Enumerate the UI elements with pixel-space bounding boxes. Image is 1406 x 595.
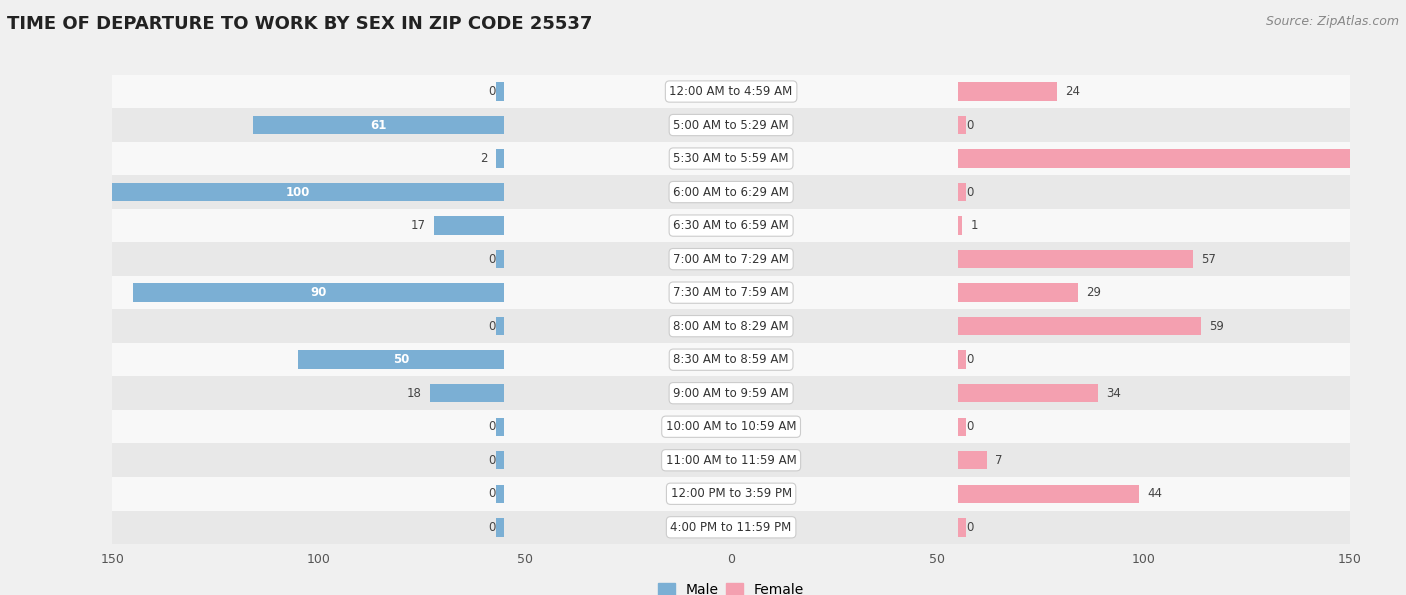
Bar [112,75,1350,108]
Bar [957,283,1077,302]
Text: 44: 44 [1147,487,1163,500]
Bar [957,350,966,369]
Bar [496,317,505,336]
Bar [496,149,505,168]
Bar [112,242,1350,276]
Text: 7: 7 [995,454,1002,466]
Text: 0: 0 [966,521,973,534]
Text: 5:00 AM to 5:29 AM: 5:00 AM to 5:29 AM [673,118,789,131]
Text: 18: 18 [406,387,422,400]
Text: 0: 0 [489,487,496,500]
Text: 0: 0 [489,420,496,433]
Bar [957,418,966,436]
Text: 0: 0 [489,454,496,466]
Text: 7:00 AM to 7:29 AM: 7:00 AM to 7:29 AM [673,253,789,265]
Text: 2: 2 [481,152,488,165]
Bar [957,384,1098,402]
Text: 8:30 AM to 8:59 AM: 8:30 AM to 8:59 AM [673,353,789,366]
Text: 12:00 PM to 3:59 PM: 12:00 PM to 3:59 PM [671,487,792,500]
Text: 100: 100 [285,186,311,199]
Bar [134,283,505,302]
Bar [957,484,1139,503]
Text: 0: 0 [966,186,973,199]
Bar [496,82,505,101]
Text: 5:30 AM to 5:59 AM: 5:30 AM to 5:59 AM [673,152,789,165]
Bar [112,108,1350,142]
Bar [112,377,1350,410]
Text: 29: 29 [1085,286,1101,299]
Bar [112,410,1350,443]
Bar [112,142,1350,176]
Text: 12:00 AM to 4:59 AM: 12:00 AM to 4:59 AM [669,85,793,98]
Text: 6:00 AM to 6:29 AM: 6:00 AM to 6:29 AM [673,186,789,199]
Bar [957,217,962,235]
Text: Source: ZipAtlas.com: Source: ZipAtlas.com [1265,15,1399,28]
Bar [112,477,1350,511]
Bar [253,116,505,134]
Text: 0: 0 [966,420,973,433]
Text: TIME OF DEPARTURE TO WORK BY SEX IN ZIP CODE 25537: TIME OF DEPARTURE TO WORK BY SEX IN ZIP … [7,15,592,33]
Bar [957,116,966,134]
Bar [957,317,1201,336]
Bar [957,183,966,201]
Text: 11:00 AM to 11:59 AM: 11:00 AM to 11:59 AM [666,454,796,466]
Bar [496,418,505,436]
Text: 50: 50 [394,353,409,366]
Text: 4:00 PM to 11:59 PM: 4:00 PM to 11:59 PM [671,521,792,534]
Bar [957,149,1406,168]
Text: 24: 24 [1066,85,1080,98]
Text: 61: 61 [370,118,387,131]
Text: 0: 0 [489,521,496,534]
Bar [112,343,1350,377]
Bar [957,451,987,469]
Legend: Male, Female: Male, Female [652,577,810,595]
Bar [957,518,966,537]
Text: 7:30 AM to 7:59 AM: 7:30 AM to 7:59 AM [673,286,789,299]
Text: 17: 17 [411,219,426,232]
Text: 0: 0 [489,253,496,265]
Bar [496,484,505,503]
Text: 57: 57 [1201,253,1216,265]
Text: 1: 1 [970,219,977,232]
Text: 0: 0 [966,353,973,366]
Text: 0: 0 [489,320,496,333]
Bar [112,276,1350,309]
Text: 0: 0 [966,118,973,131]
Bar [112,309,1350,343]
Bar [112,176,1350,209]
Text: 0: 0 [489,85,496,98]
Bar [496,250,505,268]
Text: 9:00 AM to 9:59 AM: 9:00 AM to 9:59 AM [673,387,789,400]
Bar [430,384,505,402]
Text: 8:00 AM to 8:29 AM: 8:00 AM to 8:29 AM [673,320,789,333]
Bar [496,518,505,537]
Text: 10:00 AM to 10:59 AM: 10:00 AM to 10:59 AM [666,420,796,433]
Bar [434,217,505,235]
Bar [112,209,1350,242]
Text: 6:30 AM to 6:59 AM: 6:30 AM to 6:59 AM [673,219,789,232]
Text: 90: 90 [311,286,326,299]
Bar [112,443,1350,477]
Bar [957,250,1194,268]
Bar [957,82,1057,101]
Bar [298,350,505,369]
Bar [91,183,505,201]
Text: 59: 59 [1209,320,1225,333]
Bar [496,451,505,469]
Text: 34: 34 [1107,387,1122,400]
Bar [112,511,1350,544]
